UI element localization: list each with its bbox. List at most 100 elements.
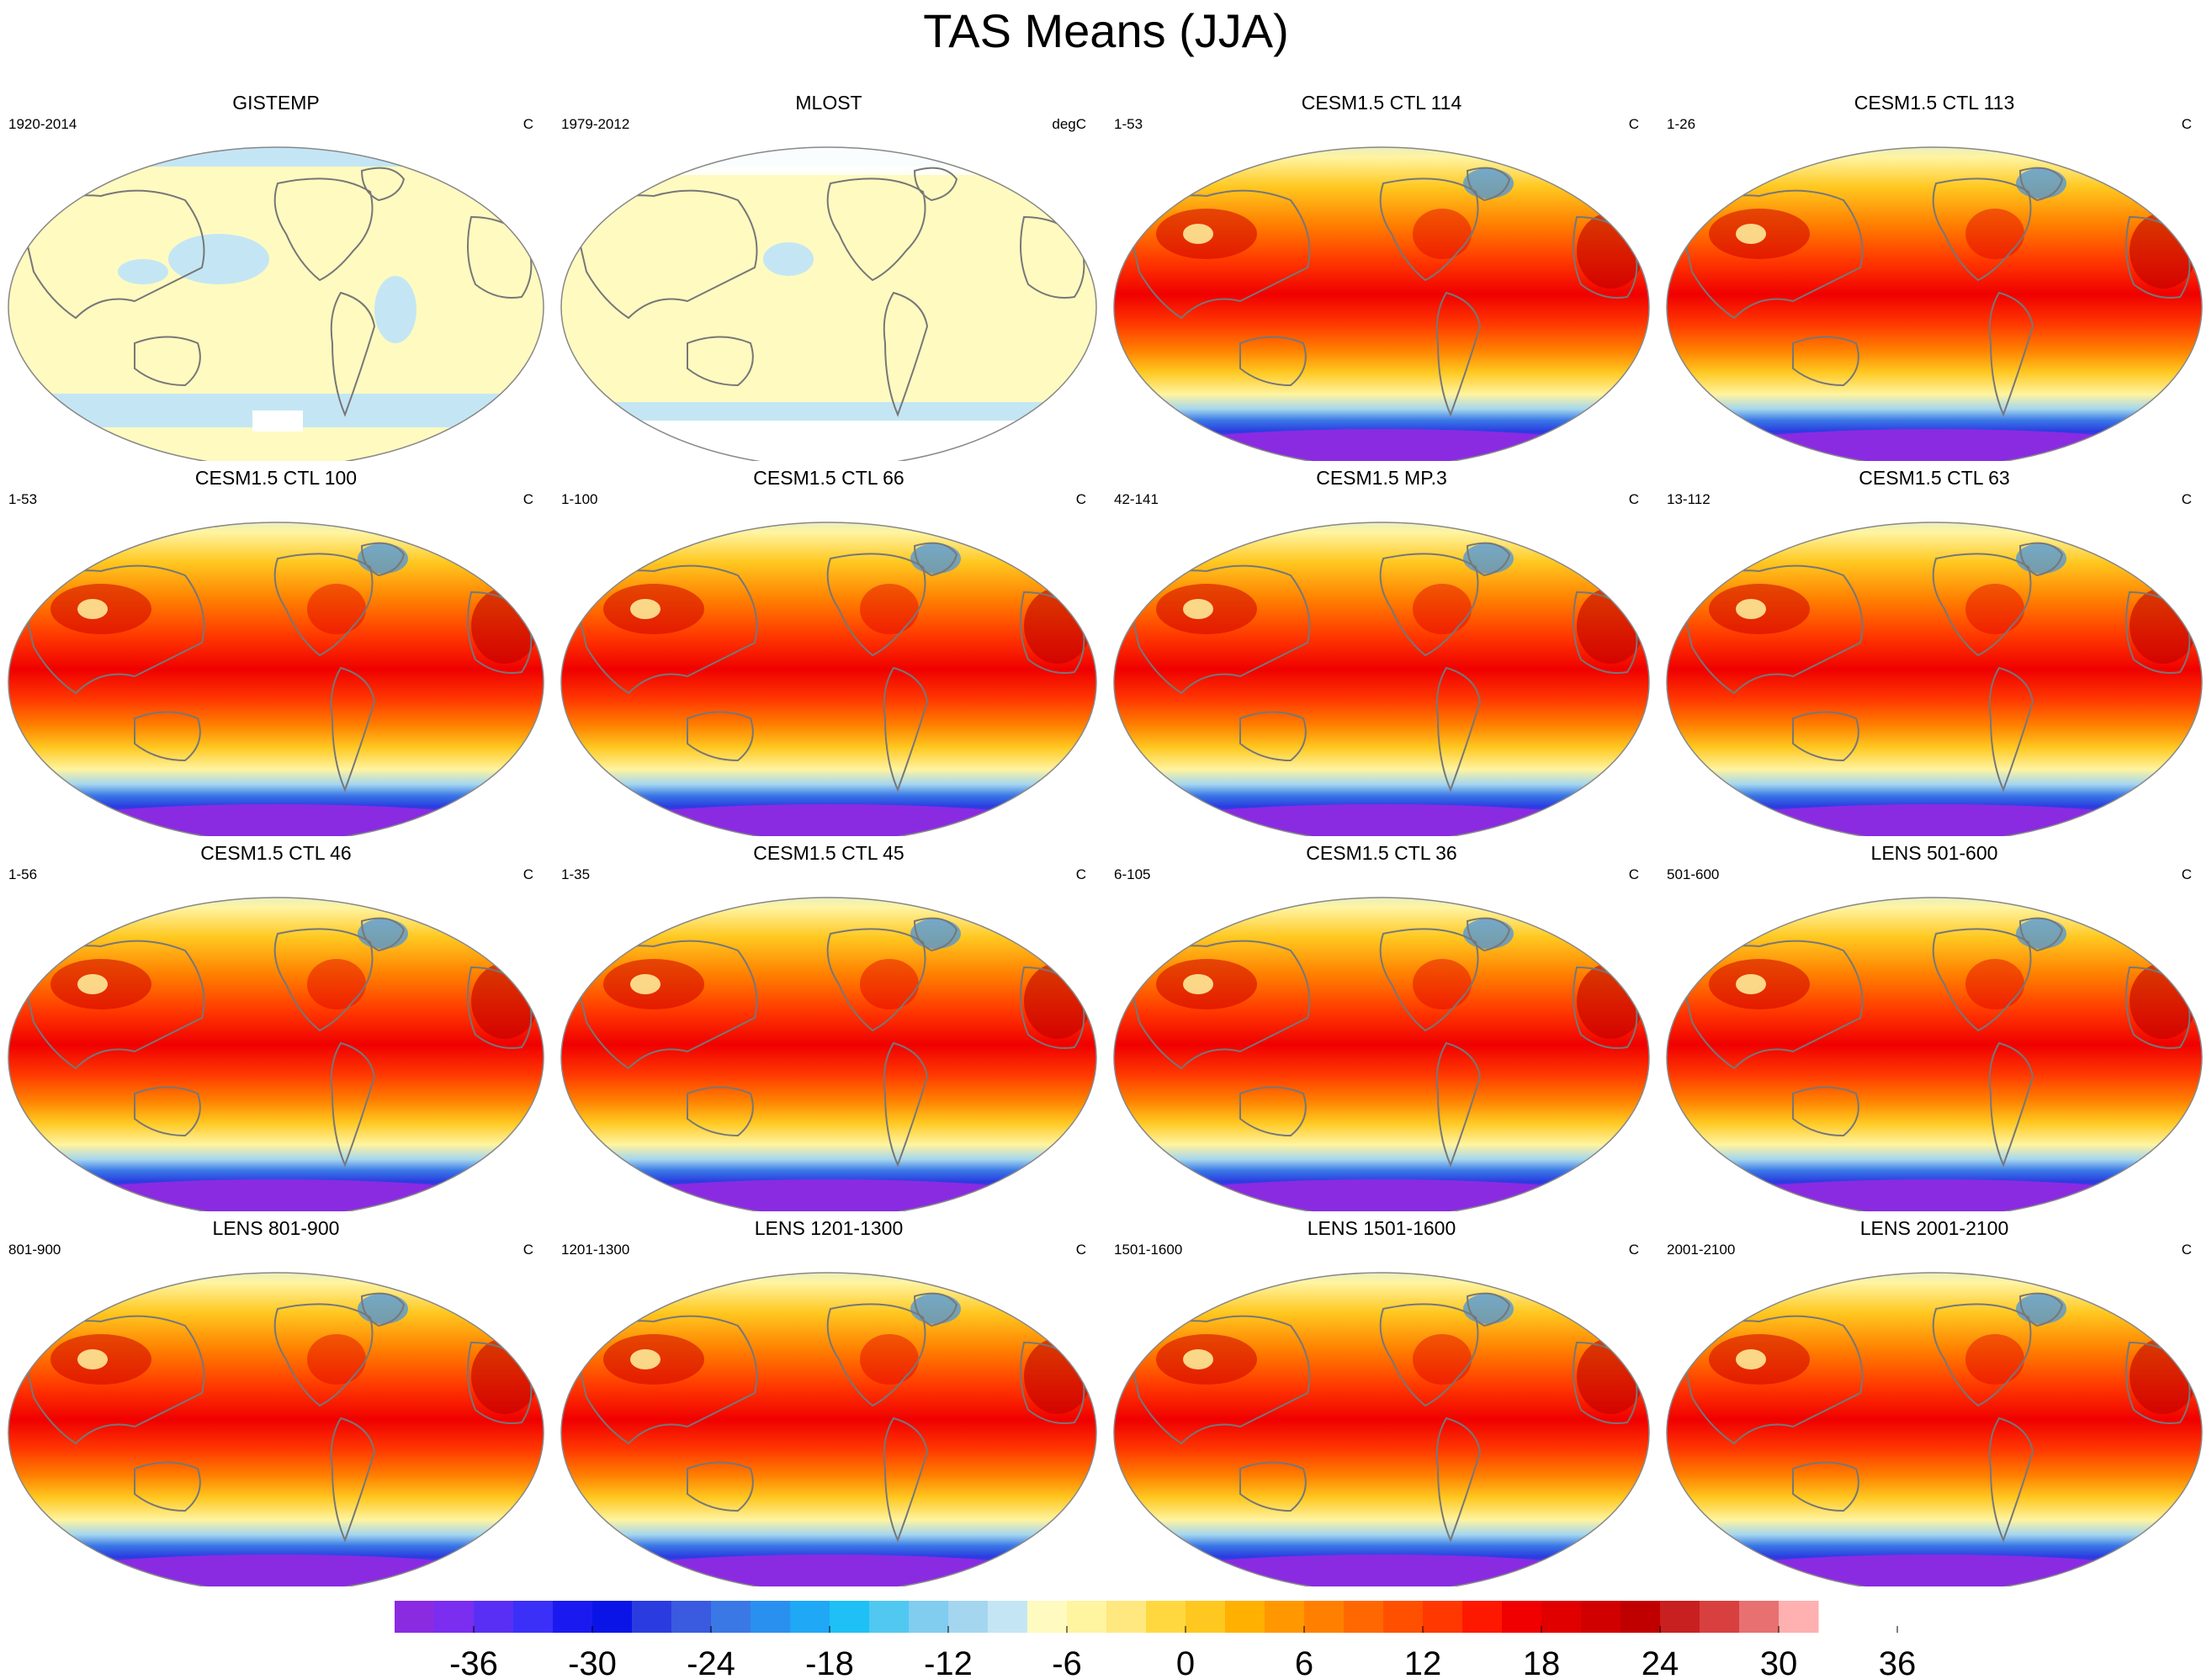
continent-outline: [134, 336, 201, 387]
panel-period: 801-900: [8, 1242, 61, 1258]
colorbar-swatch: [1581, 1601, 1621, 1633]
map-panel: LENS 2001-2100 2001-2100 C: [1658, 1216, 2210, 1586]
panel-period: 1-100: [561, 491, 598, 507]
panel-unit: C: [2181, 1242, 2192, 1258]
map-svg: [560, 897, 1097, 1211]
map-border: [1113, 1272, 1650, 1586]
antarctica-region: [576, 804, 1081, 836]
panel-period: 6-105: [1114, 866, 1151, 882]
antarctica-region: [1682, 429, 2187, 461]
map-border: [560, 522, 1097, 836]
plateau-region: [1736, 224, 1766, 244]
continent-outline: [1239, 711, 1307, 762]
panel-title: GISTEMP: [232, 92, 320, 114]
continent-outline: [1125, 940, 1311, 1070]
temperature-field: [1667, 522, 2202, 836]
hot-region: [1965, 584, 2024, 634]
continent-outline: [1988, 1417, 2034, 1543]
continent-outline: [1932, 1303, 2032, 1407]
map-border: [560, 146, 1097, 461]
map-border: [560, 1272, 1097, 1586]
temperature-field: [561, 522, 1096, 836]
continent-outline: [687, 1461, 754, 1512]
colorbar-swatch: [869, 1601, 910, 1633]
plateau-region: [77, 599, 108, 619]
plateau-region: [630, 974, 660, 994]
map-border: [560, 897, 1097, 1211]
panel-period: 1-56: [8, 866, 38, 882]
map-border: [1113, 146, 1650, 461]
panel-unit: C: [522, 491, 533, 507]
continent-outline: [826, 928, 926, 1032]
panel-unit: C: [1628, 491, 1639, 507]
colorbar-swatch: [1265, 1601, 1305, 1633]
continent-outline: [883, 666, 929, 792]
continent-outline: [1932, 928, 2032, 1032]
figure-title: TAS Means (JJA): [923, 4, 1289, 57]
colorbar-swatch: [632, 1601, 672, 1633]
map-panel: GISTEMP 1920-2014 C: [0, 91, 552, 461]
antarctica-region: [24, 1555, 528, 1586]
colorbar-tick-label: -6: [1052, 1645, 1082, 1679]
plateau-region: [1183, 974, 1213, 994]
temperature-field: [1114, 1273, 1649, 1586]
panel-title: CESM1.5 MP.3: [1316, 467, 1447, 489]
continent-outline: [1466, 167, 1511, 202]
hot-region: [307, 584, 366, 634]
antarctica-region: [1129, 1555, 1634, 1586]
hot-region: [860, 959, 919, 1009]
map-panel: CESM1.5 CTL 113 1-26 C: [1658, 91, 2210, 461]
colorbar-swatch: [553, 1601, 593, 1633]
panel-unit: C: [1628, 1242, 1639, 1258]
colorbar-swatch: [1423, 1601, 1463, 1633]
continent-outline: [273, 1303, 374, 1407]
continent-outline: [913, 542, 958, 577]
continent-outline: [1466, 542, 1511, 577]
colorbar-swatch: [1344, 1601, 1384, 1633]
continent-outline: [913, 167, 958, 202]
continent-outline: [572, 564, 758, 695]
continent-outline: [1678, 189, 1864, 320]
colorbar-swatch: [1502, 1601, 1542, 1633]
continent-outline: [330, 1417, 376, 1543]
continent-outline: [1988, 291, 2034, 417]
panel-title: LENS 2001-2100: [1859, 1217, 2009, 1239]
colorbar-tick-label: -24: [687, 1645, 735, 1679]
map-border: [8, 1272, 544, 1586]
map-svg: [560, 146, 1097, 461]
continent-outline: [1678, 940, 1864, 1070]
panel-title: CESM1.5 CTL 100: [194, 467, 358, 489]
panel-title: CESM1.5 CTL 114: [1301, 92, 1462, 114]
map-panel: LENS 1501-1600 1501-1600 C: [1106, 1216, 1658, 1586]
colorbar-swatch: [1779, 1601, 1819, 1633]
map-border: [1113, 897, 1650, 1211]
panel-unit: C: [522, 866, 533, 882]
map-svg: [8, 897, 544, 1211]
continent-outline: [360, 1292, 406, 1327]
missing-data: [252, 410, 303, 432]
map-border: [1666, 897, 2203, 1211]
colorbar-swatch: [948, 1601, 989, 1633]
panel-title: LENS 501-600: [1870, 842, 1998, 864]
antarctica-region: [24, 1179, 528, 1211]
continent-outline: [826, 1303, 926, 1407]
panel-period: 13-112: [1667, 491, 1711, 507]
colorbar-tick-label: -18: [805, 1645, 854, 1679]
panel-unit: C: [1628, 116, 1639, 132]
panel-unit: C: [522, 1242, 533, 1258]
continent-outline: [2018, 917, 2064, 952]
panel-title: LENS 1501-1600: [1307, 1217, 1456, 1239]
map-svg: [8, 522, 544, 836]
colorbar-swatch: [1383, 1601, 1424, 1633]
map-svg: [560, 1272, 1097, 1586]
colorbar-swatch: [474, 1601, 514, 1633]
hot-region: [1413, 209, 1472, 259]
continent-outline: [2018, 167, 2064, 202]
panel-period: 1920-2014: [8, 116, 77, 132]
continent-outline: [1435, 291, 1482, 417]
continent-outline: [913, 1292, 958, 1327]
hot-region: [1965, 209, 2024, 259]
panel-unit: C: [2181, 491, 2192, 507]
hot-region: [860, 584, 919, 634]
panel-title: LENS 801-900: [212, 1217, 340, 1239]
